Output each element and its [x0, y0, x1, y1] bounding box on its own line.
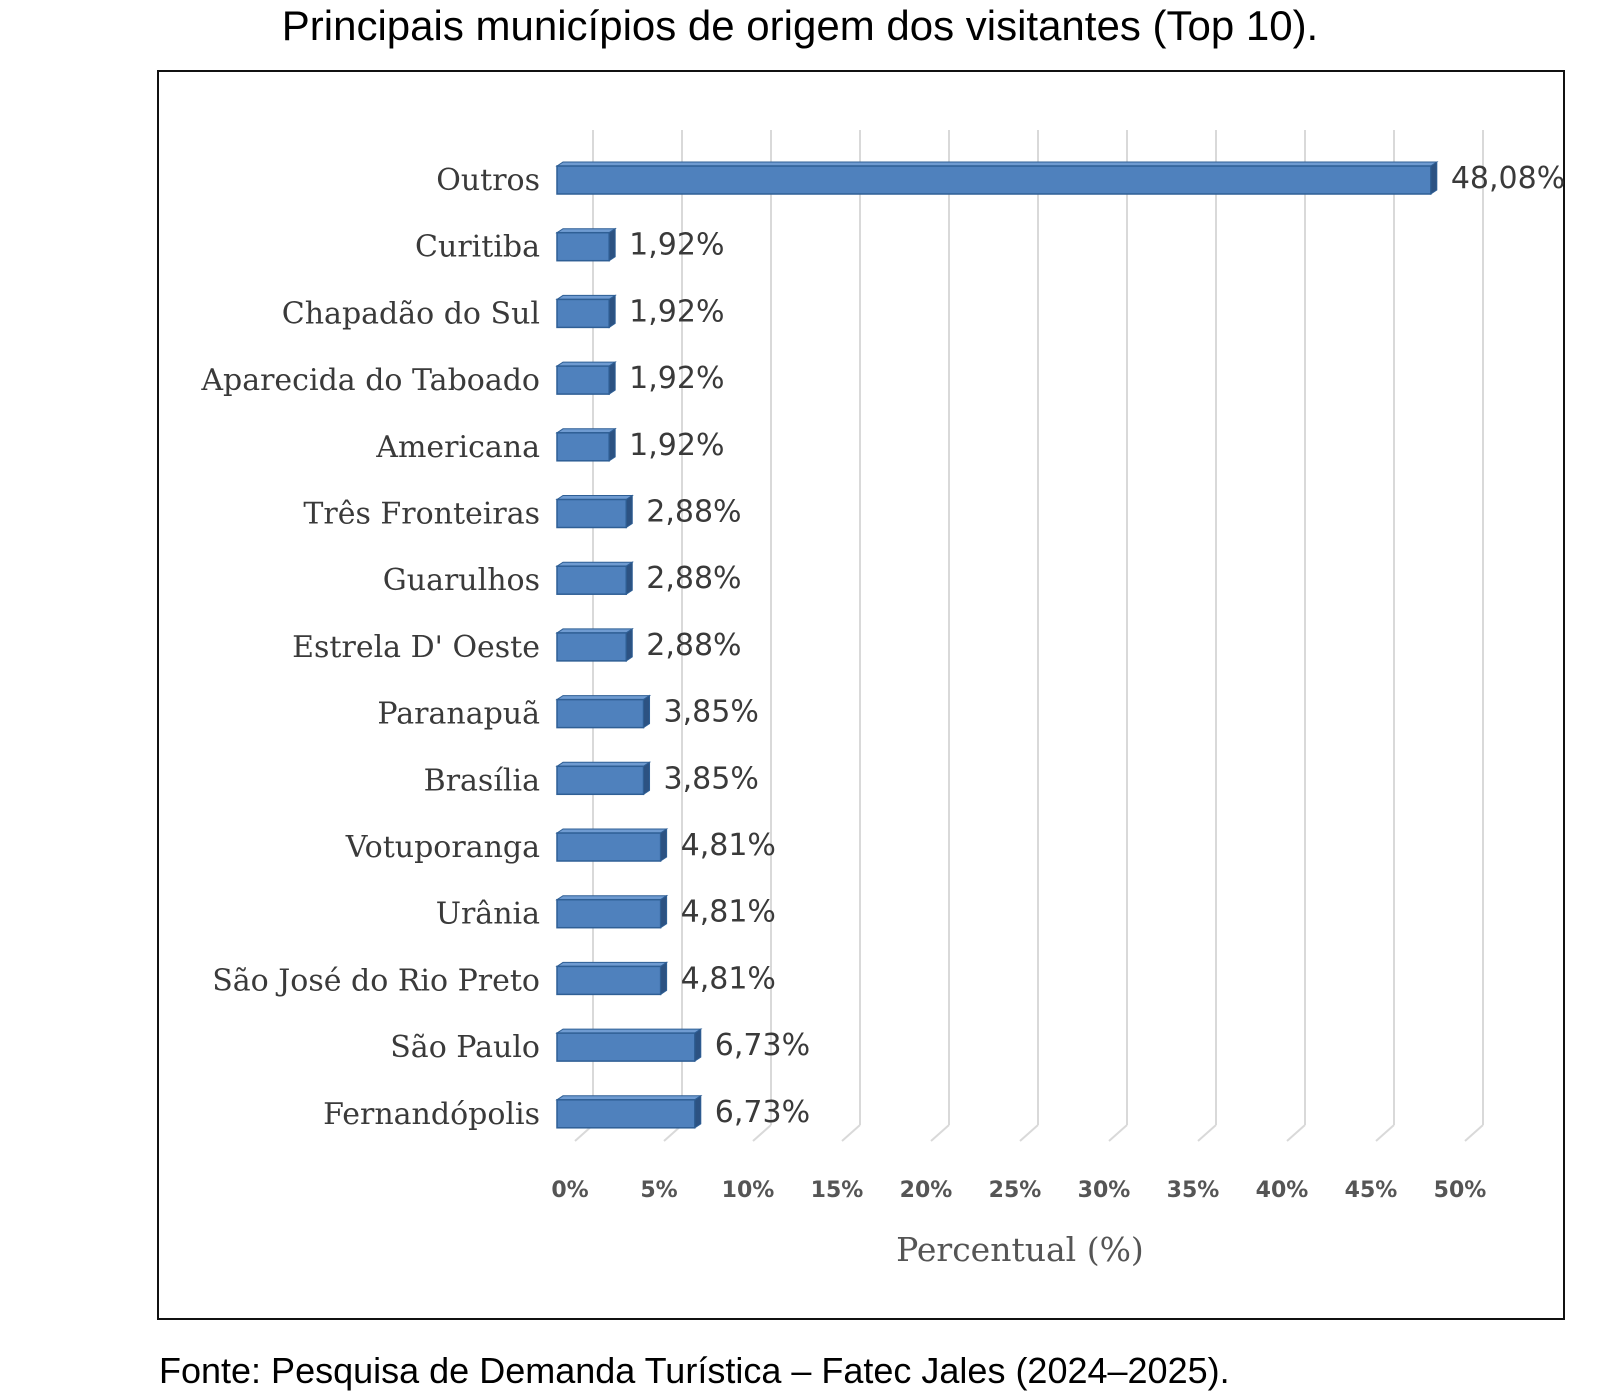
category-label: Americana — [375, 430, 540, 465]
data-label: 3,85% — [664, 761, 759, 796]
category-label: São José do Rio Preto — [212, 963, 540, 998]
category-label: Chapadão do Sul — [282, 296, 540, 331]
gridline-floor — [930, 1124, 950, 1142]
data-label: 1,92% — [629, 428, 724, 463]
bar — [556, 498, 628, 529]
category-label: Três Fronteiras — [303, 497, 540, 532]
bar-side — [660, 961, 668, 996]
gridline-floor — [1286, 1124, 1306, 1142]
x-tick-label: 15% — [811, 1178, 864, 1203]
bar — [556, 231, 610, 262]
data-label: 1,92% — [629, 228, 724, 263]
x-tick-label: 0% — [551, 1178, 588, 1203]
category-label: Paranapuã — [377, 697, 540, 732]
gridline-floor — [1019, 1124, 1039, 1142]
category-label: São Paulo — [390, 1030, 540, 1065]
category-label: Brasília — [424, 763, 540, 798]
gridline-floor — [1108, 1124, 1128, 1142]
bar-side — [643, 694, 651, 729]
gridline-floor — [1197, 1124, 1217, 1142]
data-label: 1,92% — [629, 294, 724, 329]
gridline-floor — [841, 1124, 861, 1142]
data-label: 4,81% — [681, 961, 776, 996]
bar-side — [660, 894, 668, 929]
bar-side — [608, 227, 616, 262]
x-tick-label: 5% — [640, 1178, 677, 1203]
gridline-floor — [1464, 1124, 1484, 1142]
data-label: 2,88% — [646, 495, 741, 530]
source-note: Fonte: Pesquisa de Demanda Turística – F… — [159, 1350, 1230, 1391]
category-label: Fernandópolis — [323, 1097, 540, 1132]
category-label: Curitiba — [415, 230, 540, 265]
category-label: Urânia — [436, 897, 540, 932]
bar — [556, 165, 1432, 195]
bar — [556, 298, 610, 329]
data-label: 6,73% — [715, 1028, 810, 1063]
bar-side — [608, 294, 616, 329]
category-label: Outros — [436, 163, 540, 198]
data-label: 6,73% — [715, 1095, 810, 1130]
x-tick-label: 45% — [1345, 1178, 1398, 1203]
bar — [556, 698, 645, 729]
x-tick-label: 50% — [1434, 1178, 1487, 1203]
x-tick-label: 20% — [900, 1178, 953, 1203]
data-label: 3,85% — [664, 695, 759, 730]
x-tick-label: 25% — [989, 1178, 1042, 1203]
bar — [556, 1032, 696, 1062]
bar — [556, 565, 628, 595]
x-tick-label: 35% — [1167, 1178, 1220, 1203]
bar-side — [625, 627, 633, 662]
category-label: Aparecida do Taboado — [200, 363, 540, 398]
x-tick-label: 10% — [722, 1178, 775, 1203]
bar-side — [694, 1028, 702, 1063]
bar-side — [608, 361, 616, 396]
data-label: 4,81% — [681, 895, 776, 930]
data-label: 2,88% — [646, 561, 741, 596]
bar — [556, 432, 610, 462]
data-label: 2,88% — [646, 628, 741, 663]
data-label: 48,08% — [1451, 161, 1565, 196]
bar — [556, 832, 662, 862]
data-label: 4,81% — [681, 828, 776, 863]
gridline-floor — [1375, 1124, 1395, 1142]
bar — [556, 898, 662, 929]
bar-side — [625, 494, 633, 529]
bar-side — [694, 1094, 702, 1129]
category-label: Votuporanga — [345, 830, 540, 865]
data-label: 1,92% — [629, 361, 724, 396]
bar-side — [643, 761, 651, 796]
page-title: Principais municípios de origem dos visi… — [281, 2, 1319, 49]
category-label: Estrela D' Oeste — [292, 630, 540, 665]
bar-side — [608, 427, 616, 462]
bar — [556, 965, 662, 996]
gridline-floor — [752, 1124, 772, 1142]
bar-side — [625, 561, 633, 596]
x-tick-label: 40% — [1256, 1178, 1309, 1203]
x-tick-label: 30% — [1078, 1178, 1131, 1203]
bar — [556, 365, 610, 395]
bar — [556, 1099, 696, 1129]
x-axis-title: Percentual (%) — [896, 1230, 1144, 1269]
bar-side — [1430, 161, 1438, 195]
bar-side — [660, 828, 668, 862]
bar — [556, 765, 645, 796]
bar — [556, 632, 628, 662]
category-label: Guarulhos — [383, 563, 540, 598]
